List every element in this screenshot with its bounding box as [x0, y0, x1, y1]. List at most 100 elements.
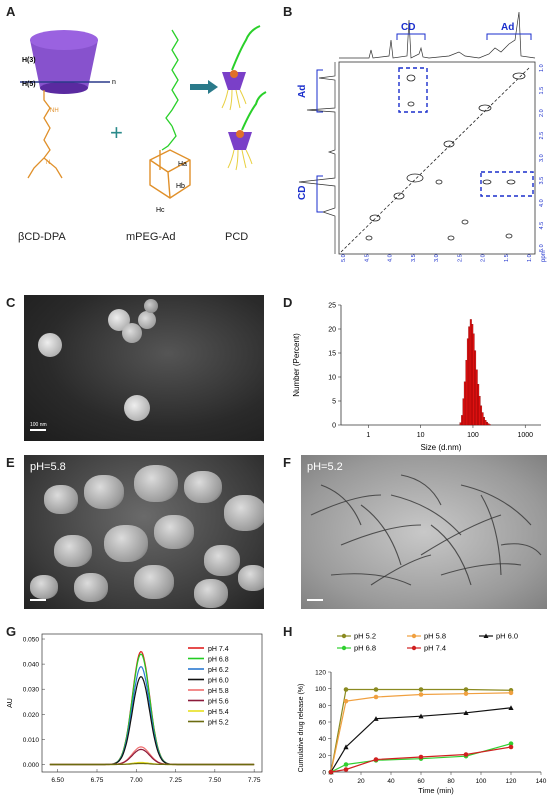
y-axis-label: Cumulative drug release (%) — [298, 684, 305, 773]
y-axis-label: Number (Percent) — [292, 333, 301, 397]
y-tick-label: 60 — [319, 720, 327, 727]
aggregate-particle — [54, 535, 92, 568]
data-point — [328, 769, 334, 775]
panel-label-b: B — [283, 4, 293, 19]
data-point — [508, 705, 514, 711]
panel-b: B — [279, 0, 559, 265]
data-point — [343, 762, 349, 767]
fiber-strand — [370, 554, 432, 586]
legend-label: pH 6.2 — [208, 667, 229, 674]
data-point — [373, 716, 379, 721]
hplc-chart: 0.000 0.010 0.020 0.030 0.040 0.050 6.50 6.75 7.… — [7, 633, 263, 784]
y-tick-label: 0.040 — [23, 662, 40, 669]
panel-d: D 0 5 10 15 20 25 1 10 100 1000 Size (d.nm) Number … — [279, 295, 559, 455]
hc-label: Hc — [156, 207, 165, 214]
legend-marker — [341, 633, 347, 639]
nmr-label-ad-top: Ad — [501, 22, 514, 33]
aggregate-particle — [154, 515, 194, 549]
x-tick-label: 1 — [366, 432, 370, 439]
nmr-y-tick: 2.5 — [539, 132, 545, 140]
nanoparticle — [122, 323, 142, 343]
n-label: n — [112, 79, 116, 86]
panel-a: A H(3) H(5) n NH N + Ha Hb Hc — [0, 0, 279, 265]
data-point — [463, 691, 469, 696]
nmr-ppm-label: ppm — [541, 250, 547, 262]
nmr-diagonal — [340, 67, 530, 253]
panel-label-d: D — [283, 295, 293, 310]
x-tick-label: 20 — [357, 778, 365, 785]
nmr-y-tick: 1.5 — [539, 87, 545, 95]
legend-label: pH 6.0 — [496, 632, 518, 641]
data-point — [373, 687, 379, 692]
series-line — [330, 746, 512, 773]
x-tick-label: 7.50 — [209, 777, 222, 784]
y-tick-label: 20 — [319, 753, 327, 760]
y-tick-label: 120 — [315, 670, 326, 677]
legend-label: pH 6.8 — [354, 644, 376, 653]
aggregate-particle — [184, 471, 222, 504]
ph-label-f: pH=5.2 — [307, 461, 343, 473]
y-tick-label: 0.010 — [23, 737, 40, 744]
fiber-strand — [340, 524, 422, 546]
size-bar — [484, 420, 487, 426]
y-tick-label: 0.000 — [23, 762, 40, 769]
aggregate-particle — [74, 573, 108, 602]
panel-e: E pH=5.8 — [0, 455, 279, 615]
nmr-x-tick: 4.5 — [364, 254, 370, 262]
nmr-y-tick: 2.0 — [539, 109, 545, 117]
aggregate-particle — [204, 545, 240, 576]
data-point — [373, 694, 379, 700]
nanoparticle — [38, 333, 62, 357]
x-tick-label: 100 — [467, 432, 479, 439]
panel-label-c: C — [6, 295, 16, 310]
nmr-x-tick: 1.5 — [504, 254, 510, 262]
size-bar — [474, 350, 477, 426]
nmr-x-tick: 1.0 — [527, 254, 533, 262]
y-tick-label: 25 — [328, 303, 336, 310]
nanoparticle — [124, 395, 150, 421]
size-bar — [487, 423, 490, 426]
x-tick-label: 120 — [506, 778, 517, 785]
data-point — [508, 690, 514, 696]
nmr-y-tick: 5.0 — [539, 244, 545, 252]
x-tick-label: 100 — [476, 778, 487, 785]
h5-label: H(5) — [22, 81, 36, 88]
aggregate-particle — [44, 485, 78, 514]
data-point — [418, 687, 424, 692]
aggregate-particle — [134, 465, 178, 503]
nmr-x-tick: 4.0 — [388, 254, 394, 262]
fiber-strand — [400, 474, 442, 506]
series-line — [330, 707, 512, 773]
size-distribution-chart: 0 5 10 15 20 25 1 10 100 1000 Size (d.nm) Number (P… — [292, 303, 541, 452]
aggregate-particle — [134, 565, 174, 599]
legend-label: pH 5.2 — [354, 632, 376, 641]
legend-label: pH 5.8 — [424, 632, 446, 641]
y-tick-label: 10 — [328, 375, 336, 382]
fiber-strand — [430, 524, 472, 586]
panel-label-a: A — [6, 4, 16, 19]
aggregate-particle — [30, 575, 58, 599]
fiber-strand — [480, 494, 502, 576]
legend-marker — [341, 645, 347, 651]
x-tick-label: 1000 — [517, 432, 533, 439]
aggregate-particle — [238, 565, 264, 591]
ph-label-e: pH=5.8 — [30, 461, 66, 473]
scale-bar — [30, 599, 46, 601]
nmr-label-ad-left: Ad — [297, 85, 308, 98]
pcd-assembly-top — [221, 25, 261, 111]
legend-label: pH 6.0 — [208, 678, 229, 685]
x-tick-label: 0 — [329, 778, 333, 785]
nanoparticle — [138, 311, 156, 329]
nmr-y-tick: 3.0 — [539, 154, 545, 162]
data-point — [463, 752, 469, 757]
aggregate-particle — [84, 475, 124, 509]
legend-marker — [411, 645, 417, 651]
x-tick-label: 80 — [447, 778, 455, 785]
series-line — [49, 762, 255, 766]
adamantane — [149, 149, 191, 199]
x-tick-label: 7.75 — [248, 777, 261, 784]
nmr-x-tick: 3.0 — [434, 254, 440, 262]
fiber-strand — [460, 484, 532, 526]
cyclodextrin-cup — [30, 30, 98, 94]
scale-bar — [30, 429, 46, 431]
